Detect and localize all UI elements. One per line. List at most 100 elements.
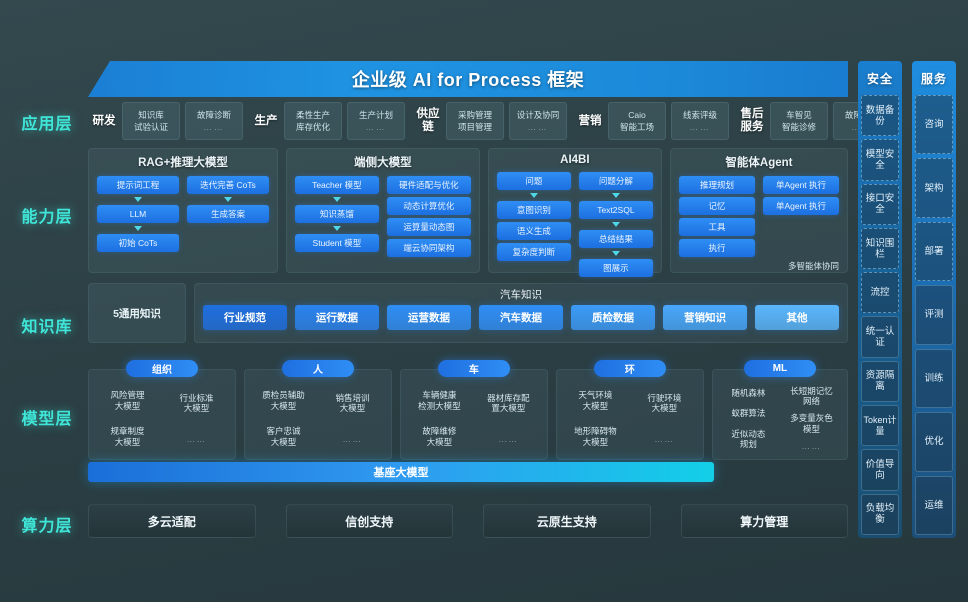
model-item[interactable]: 故障维修 大模型 <box>422 426 457 447</box>
capability-node[interactable]: 端云协同架构 <box>386 239 471 257</box>
app-card[interactable]: 柔性生产 库存优化 <box>284 102 342 140</box>
model-item[interactable]: 行业标准 大模型 <box>179 392 214 414</box>
capability-node[interactable]: 语义生成 <box>496 222 571 240</box>
app-card[interactable]: Caio 智能工场 <box>608 102 666 140</box>
security-item[interactable]: 统一认证 <box>861 316 899 358</box>
app-group-title: 售后服务 <box>740 108 764 133</box>
security-item[interactable]: 模型安全 <box>861 139 899 181</box>
capability-node[interactable]: 记忆 <box>678 197 755 215</box>
app-card[interactable]: 故障诊断 …… <box>185 102 243 140</box>
security-item[interactable]: Token计量 <box>861 405 899 447</box>
capability-node[interactable]: 复杂度判断 <box>496 243 571 261</box>
capability-node[interactable]: 总结结果 <box>578 230 653 248</box>
capability-node[interactable]: 单Agent 执行 <box>762 176 840 194</box>
service-sidebar-title: 服务 <box>920 72 947 86</box>
model-item[interactable]: 质检员辅助 大模型 <box>262 390 305 411</box>
knowledge-chip[interactable]: 其他 <box>755 305 839 330</box>
compute-card[interactable]: 云原生支持 <box>483 504 651 538</box>
capability-node[interactable]: 迭代完善 CoTs <box>186 176 269 194</box>
capability-node[interactable]: 硬件适配与优化 <box>386 176 471 194</box>
knowledge-chip[interactable]: 运营数据 <box>387 305 471 330</box>
app-card[interactable]: 线索评级 …… <box>671 102 729 140</box>
security-item[interactable]: 知识围栏 <box>861 227 899 270</box>
capability-node[interactable]: 提示词工程 <box>97 176 179 194</box>
service-item[interactable]: 优化 <box>915 412 953 472</box>
capability-node[interactable]: 单Agent 执行 <box>762 197 840 215</box>
capability-node[interactable]: LLM <box>97 205 179 223</box>
app-card[interactable]: 知识库 试验认证 <box>122 102 180 140</box>
model-column-tag[interactable]: 组织 <box>125 360 198 377</box>
model-item[interactable]: …… <box>654 433 675 444</box>
model-item[interactable]: 蚁群算法 <box>731 408 766 418</box>
model-column-tag[interactable]: ML <box>743 360 816 377</box>
app-card[interactable]: 设计及协同 …… <box>509 102 567 140</box>
service-item[interactable]: 训练 <box>915 348 953 409</box>
capability-node[interactable]: 动态计算优化 <box>386 197 471 215</box>
model-item[interactable]: 天气环境 大模型 <box>578 390 613 411</box>
capability-node[interactable]: 工具 <box>678 218 755 236</box>
compute-card[interactable]: 多云适配 <box>88 504 256 538</box>
capability-left-col: Teacher 模型 知识蒸馏 Student 模型 <box>294 176 379 265</box>
model-item[interactable]: …… <box>801 440 822 451</box>
service-item[interactable]: 架构 <box>915 158 953 218</box>
base-model-bar[interactable]: 基座大模型 <box>88 462 714 482</box>
compute-card[interactable]: 信创支持 <box>285 504 453 538</box>
security-item[interactable]: 资源隔离 <box>861 360 899 403</box>
security-item[interactable]: 流控 <box>861 272 899 314</box>
model-item[interactable]: …… <box>186 433 207 444</box>
capability-node[interactable]: 生成答案 <box>186 205 269 223</box>
model-item[interactable]: …… <box>498 433 519 444</box>
service-item[interactable]: 运维 <box>915 475 953 535</box>
capability-node[interactable]: Teacher 模型 <box>294 176 379 194</box>
model-item[interactable]: 器材库存配 置大模型 <box>487 392 530 414</box>
capability-node[interactable]: Student 模型 <box>294 234 379 252</box>
model-subcolumn: 天气环境 大模型 地形障碍物 大模型 <box>563 384 628 453</box>
model-item[interactable]: 多变量灰色 模型 <box>790 413 833 434</box>
security-item[interactable]: 价值导向 <box>861 449 899 491</box>
service-item[interactable]: 部署 <box>915 221 953 282</box>
model-item[interactable]: 近似动态 规划 <box>731 428 766 450</box>
knowledge-chip[interactable]: 汽车数据 <box>479 305 563 330</box>
capability-node[interactable]: 图展示 <box>578 259 653 277</box>
capability-node[interactable]: 执行 <box>678 239 755 257</box>
capability-node[interactable]: 初始 CoTs <box>97 234 179 252</box>
model-column-1: 人质检员辅助 大模型 客户忠诚 大模型 销售培训 大模型 …… <box>243 360 392 460</box>
model-item[interactable]: 规章制度 大模型 <box>110 426 145 447</box>
compute-card[interactable]: 算力管理 <box>680 504 848 538</box>
general-knowledge-card[interactable]: 5通用知识 <box>88 283 186 343</box>
service-item[interactable]: 评测 <box>915 285 953 345</box>
security-item[interactable]: 负载均衡 <box>861 493 899 535</box>
model-item[interactable]: …… <box>342 433 363 444</box>
model-item[interactable]: 销售培训 大模型 <box>335 392 370 414</box>
app-card[interactable]: 采购管理 项目管理 <box>446 102 504 140</box>
knowledge-chip[interactable]: 行业规范 <box>203 305 287 330</box>
capability-left-col: 提示词工程 LLM 初始 CoTs <box>97 176 179 265</box>
capability-node[interactable]: 意图识别 <box>496 201 571 219</box>
app-card-label: 采购管理 <box>457 110 492 120</box>
knowledge-chip[interactable]: 质检数据 <box>571 305 655 330</box>
capability-node[interactable]: 知识蒸馏 <box>294 205 379 223</box>
capability-node[interactable]: 问题 <box>496 172 571 190</box>
app-card[interactable]: 车智见 智能诊修 <box>770 102 828 140</box>
capability-node[interactable]: 运算量动态图 <box>386 218 471 236</box>
model-item[interactable]: 随机森林 <box>731 387 766 398</box>
model-column-tag[interactable]: 环 <box>593 360 666 377</box>
capability-node[interactable]: Text2SQL <box>578 201 653 219</box>
capability-node[interactable]: 推理规划 <box>678 176 755 194</box>
model-column-tag[interactable]: 车 <box>437 360 510 377</box>
security-item[interactable]: 数据备份 <box>861 95 899 137</box>
app-card[interactable]: 生产计划 …… <box>347 102 405 140</box>
model-item[interactable]: 客户忠诚 大模型 <box>266 426 301 447</box>
model-item[interactable]: 长短期记忆 网络 <box>790 385 833 407</box>
model-item[interactable]: 风险管理 大模型 <box>110 390 145 411</box>
model-column-tag[interactable]: 人 <box>281 360 354 377</box>
model-item[interactable]: 地形障碍物 大模型 <box>574 426 617 447</box>
app-card-label: …… <box>365 122 387 132</box>
knowledge-chip[interactable]: 营销知识 <box>663 305 747 330</box>
model-item[interactable]: 车辆健康 检测大模型 <box>418 390 461 411</box>
model-item[interactable]: 行驶环境 大模型 <box>647 392 682 414</box>
capability-node[interactable]: 问题分解 <box>578 172 653 190</box>
security-item[interactable]: 接口安全 <box>861 183 899 225</box>
knowledge-chip[interactable]: 运行数据 <box>295 305 379 330</box>
service-item[interactable]: 咨询 <box>915 95 953 155</box>
